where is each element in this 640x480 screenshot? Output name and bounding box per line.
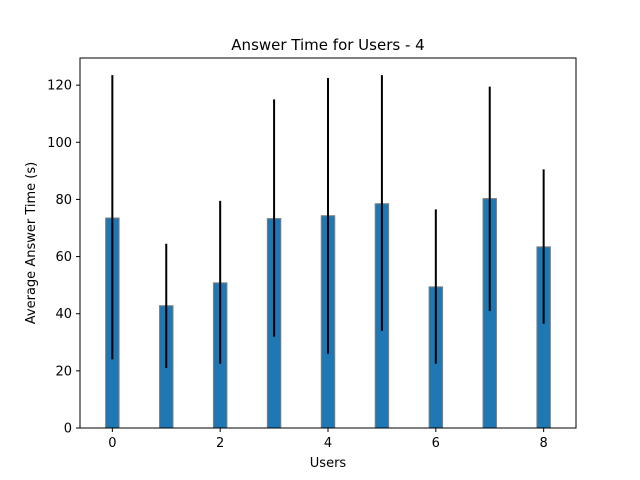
x-tick-label: 6 [432, 436, 440, 451]
y-tick-label: 0 [64, 422, 72, 437]
x-tick-label: 0 [108, 436, 116, 451]
y-axis-label: Average Answer Time (s) [24, 162, 39, 324]
x-tick-label: 4 [324, 436, 332, 451]
y-tick-label: 40 [55, 307, 72, 322]
x-axis-ticks: 0 2 4 6 8 [108, 428, 548, 451]
y-tick-label: 120 [47, 79, 72, 94]
error-bars-layer [111, 75, 545, 368]
x-axis-label: Users [310, 456, 347, 471]
y-tick-label: 80 [55, 193, 72, 208]
y-tick-label: 60 [55, 250, 72, 265]
y-tick-label: 20 [55, 364, 72, 379]
x-tick-label: 8 [540, 436, 548, 451]
y-axis-ticks: 0 20 40 60 80 100 120 [47, 79, 80, 437]
x-tick-label: 2 [216, 436, 224, 451]
chart-title: Answer Time for Users - 4 [231, 36, 424, 54]
y-tick-label: 100 [47, 136, 72, 151]
